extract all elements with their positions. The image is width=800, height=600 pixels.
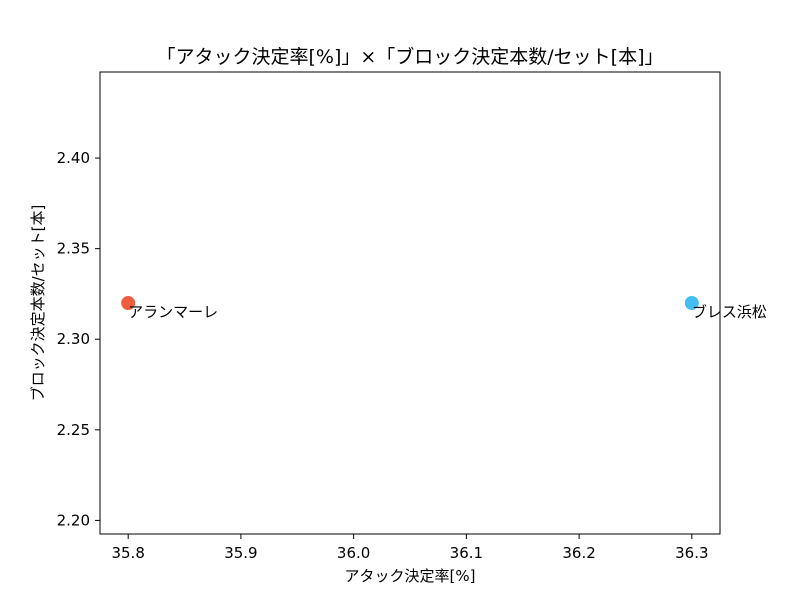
y-tick-label: 2.35 <box>57 240 90 258</box>
y-tick-label: 2.40 <box>57 149 90 167</box>
y-tick-label: 2.20 <box>57 511 90 529</box>
data-points: アランマーレ ブレス浜松 <box>121 296 767 321</box>
x-tick-label: 36.2 <box>562 544 595 562</box>
y-axis-label: ブロック決定本数/セット[本] <box>29 205 47 402</box>
x-tick-label: 35.9 <box>224 544 257 562</box>
x-tick-label: 36.3 <box>675 544 708 562</box>
data-point-label: アランマーレ <box>128 303 218 321</box>
y-tick-label: 2.25 <box>57 421 90 439</box>
x-axis-label: アタック決定率[%] <box>345 567 476 585</box>
chart-title: 「アタック決定率[%]」×「ブロック決定本数/セット[本]」 <box>156 45 663 68</box>
x-axis-ticks: 35.8 35.9 36.0 36.1 36.2 36.3 <box>111 534 709 562</box>
plot-area-frame <box>99 71 721 535</box>
x-tick-label: 36.1 <box>450 544 483 562</box>
y-axis-ticks: 2.20 2.25 2.30 2.35 2.40 <box>57 149 100 529</box>
data-point <box>121 296 136 310</box>
data-point-label: ブレス浜松 <box>692 303 767 321</box>
data-point <box>684 296 699 310</box>
x-tick-label: 36.0 <box>337 544 370 562</box>
x-tick-label: 35.8 <box>111 544 144 562</box>
y-tick-label: 2.30 <box>57 330 90 348</box>
